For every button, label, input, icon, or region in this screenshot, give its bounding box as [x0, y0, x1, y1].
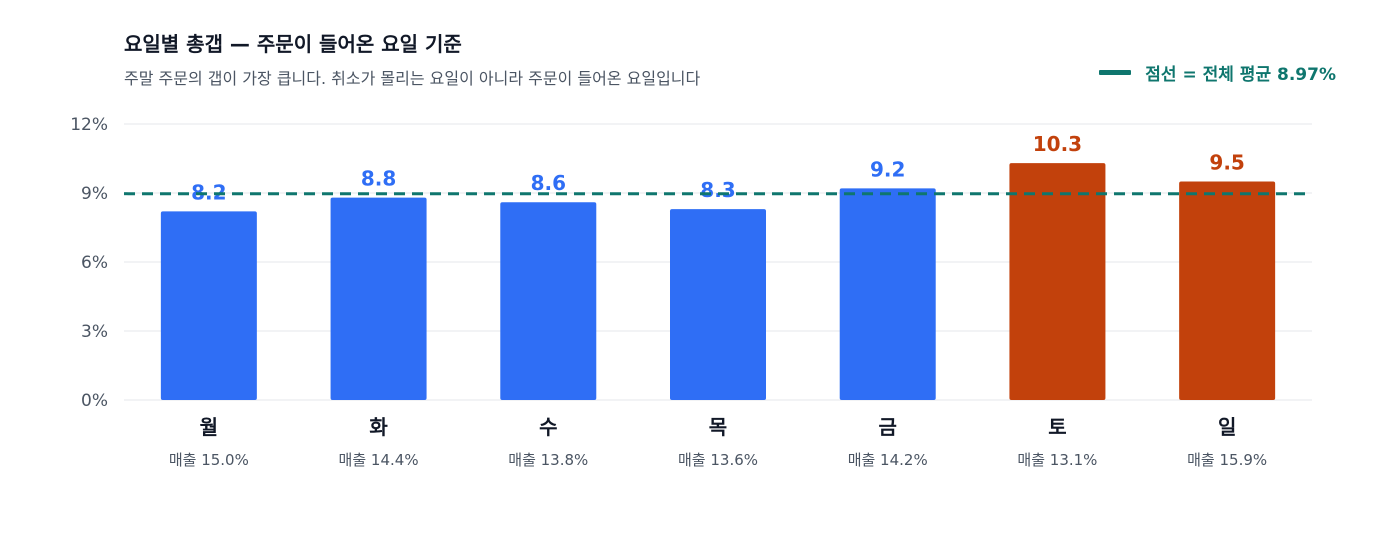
legend-label: 점선 = 전체 평균 8.97% [1145, 65, 1336, 85]
y-tick-label: 0% [81, 391, 108, 411]
x-category-label: 목 [709, 415, 727, 439]
sales-share-label: 매출 14.2% [848, 451, 928, 469]
legend-dashed-line-swatch [1099, 70, 1132, 75]
bar-4 [670, 209, 766, 400]
sales-share-label: 매출 15.0% [169, 451, 249, 469]
bar-3 [500, 202, 597, 400]
bar-2 [330, 197, 427, 400]
chart-title: 요일별 총갭 — 주문이 들어온 요일 기준 [124, 32, 462, 56]
bar-value-label: 9.2 [870, 157, 905, 181]
x-category-label: 수 [539, 415, 557, 439]
sales-share-label: 매출 13.1% [1017, 451, 1097, 469]
sales-share-label: 매출 13.8% [508, 451, 588, 469]
y-tick-label: 6% [81, 253, 108, 273]
bar-value-label: 8.6 [531, 171, 566, 195]
x-category-label: 금 [879, 415, 897, 439]
legend: 점선 = 전체 평균 8.97% [1099, 60, 1336, 85]
sales-share-label: 매출 13.6% [678, 451, 758, 469]
bar-value-label: 8.8 [361, 167, 396, 191]
sales-share-label: 매출 15.9% [1187, 451, 1267, 469]
x-category-label: 월 [200, 415, 218, 439]
chart-subtitle: 주말 주문의 갭이 가장 큽니다. 취소가 몰리는 요일이 아니라 주문이 들어… [124, 69, 701, 88]
y-tick-label: 3% [81, 322, 108, 342]
y-tick-label: 9% [81, 184, 108, 204]
bar-value-label: 10.3 [1033, 132, 1082, 156]
bar-value-label: 8.3 [700, 178, 735, 202]
x-category-label: 화 [369, 415, 388, 439]
y-tick-label: 12% [70, 115, 108, 135]
x-category-label: 일 [1218, 415, 1236, 439]
bar-1 [160, 211, 257, 400]
bar-7 [1179, 181, 1276, 400]
x-category-label: 토 [1048, 415, 1066, 439]
sales-share-label: 매출 14.4% [339, 451, 419, 469]
bar-6 [1009, 163, 1106, 400]
bar-value-label: 9.5 [1209, 151, 1244, 175]
bar-5 [839, 188, 936, 400]
